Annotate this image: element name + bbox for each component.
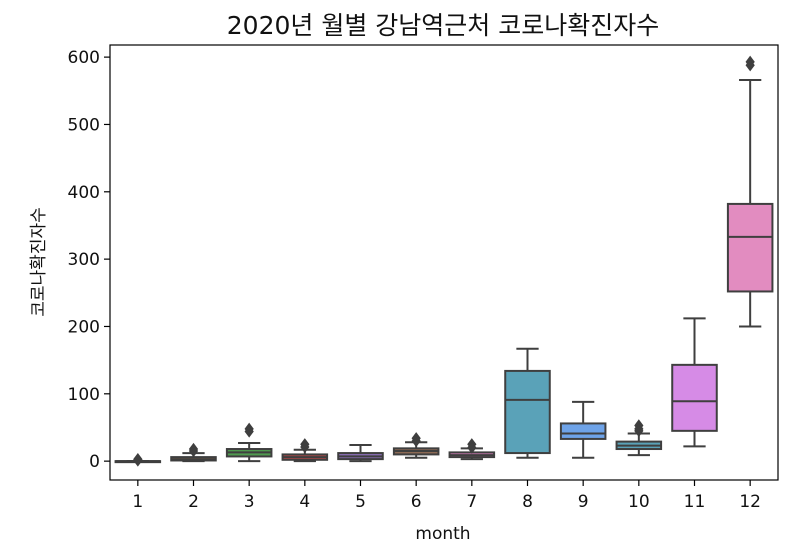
box-month-6 [392, 432, 440, 459]
x-tick-label: 5 [355, 492, 366, 512]
x-tick-label: 4 [299, 492, 310, 512]
box-month-11 [671, 317, 718, 448]
outlier-point [467, 441, 477, 454]
x-tick-label: 6 [411, 492, 422, 512]
y-tick-label: 0 [89, 452, 100, 472]
box-month-2 [170, 442, 217, 463]
y-axis: 0 100 200 300 400 500 600 [68, 48, 110, 472]
box-month-12 [726, 55, 774, 328]
box-month-10 [615, 419, 663, 457]
y-tick-label: 100 [68, 385, 100, 405]
outlier-point [133, 454, 143, 467]
outlier-point [745, 59, 755, 72]
outlier-point [300, 440, 310, 454]
box-iqr [504, 369, 551, 455]
box-iqr [726, 202, 774, 293]
y-tick-label: 500 [68, 115, 100, 135]
outlier-point [634, 424, 644, 438]
x-tick-label: 2 [188, 492, 199, 512]
outlier-point [411, 434, 421, 448]
axes-frame [109, 44, 779, 481]
outlier-point [188, 444, 199, 458]
box-month-5 [337, 443, 384, 463]
box-month-4 [281, 438, 329, 463]
box-month-3 [225, 422, 273, 463]
plot-area [114, 55, 774, 467]
box-month-8 [504, 347, 551, 459]
x-tick-label: 12 [739, 492, 761, 512]
y-axis-label: 코로나확진자수 [29, 207, 49, 316]
box-month-1 [114, 452, 162, 467]
x-axis-label: month [415, 524, 470, 544]
x-tick-label: 8 [522, 492, 533, 512]
y-tick-label: 400 [68, 183, 100, 203]
box-month-9 [559, 400, 607, 459]
y-tick-label: 300 [68, 250, 100, 270]
x-tick-label: 10 [628, 492, 650, 512]
outlier-point [244, 425, 254, 438]
y-tick-label: 600 [68, 48, 100, 68]
chart-title: 2020년 월별 강남역근처 코로나확진자수 [227, 11, 659, 40]
box-iqr [559, 422, 607, 440]
x-tick-label: 7 [466, 492, 477, 512]
y-tick-label: 200 [68, 317, 100, 337]
x-tick-label: 11 [684, 492, 706, 512]
box-iqr [671, 363, 718, 432]
x-tick-label: 9 [578, 492, 589, 512]
box-month-7 [448, 438, 496, 461]
x-tick-label: 1 [132, 492, 143, 512]
x-axis: 1 2 3 4 5 6 7 8 9 10 11 12 [132, 480, 761, 512]
x-tick-label: 3 [244, 492, 255, 512]
